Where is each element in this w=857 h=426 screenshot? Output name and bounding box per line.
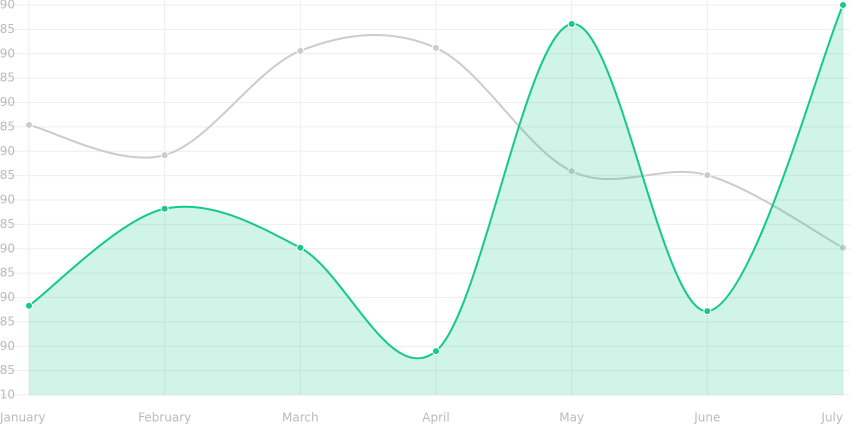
y-tick-label: 90 xyxy=(0,0,15,12)
x-tick-label: July xyxy=(820,411,843,425)
y-tick-label: 10 xyxy=(0,388,15,402)
point xyxy=(25,120,33,129)
point xyxy=(703,171,712,180)
y-tick-label: 85 xyxy=(0,119,15,133)
series-area xyxy=(29,5,843,395)
y-tick-label: 85 xyxy=(0,217,15,231)
point xyxy=(432,347,440,356)
y-tick-label: 90 xyxy=(0,193,15,207)
y-tick-label: 90 xyxy=(0,290,15,304)
series-line xyxy=(28,4,844,360)
x-tick-label: February xyxy=(138,411,191,425)
point xyxy=(25,301,33,310)
y-tick-label: 85 xyxy=(0,363,15,377)
point xyxy=(839,1,847,9)
point xyxy=(703,307,712,316)
point xyxy=(296,46,305,55)
point xyxy=(160,204,169,213)
point xyxy=(160,151,169,160)
y-tick-label: 90 xyxy=(0,241,15,255)
point xyxy=(296,243,305,252)
y-tick-label: 90 xyxy=(0,144,15,158)
x-tick-label: March xyxy=(282,411,319,425)
y-tick-label: 90 xyxy=(0,95,15,109)
y-tick-label: 90 xyxy=(0,339,15,353)
y-tick-label: 85 xyxy=(0,314,15,328)
y-tick-label: 85 xyxy=(0,22,15,36)
y-tick-label: 85 xyxy=(0,168,15,182)
x-tick-label: June xyxy=(693,411,720,425)
point xyxy=(839,243,847,252)
y-tick-label: 85 xyxy=(0,71,15,85)
y-tick-label: 90 xyxy=(0,46,15,60)
x-tick-label: January xyxy=(0,411,46,425)
y-tick-label: 85 xyxy=(0,266,15,280)
point xyxy=(567,167,576,176)
point xyxy=(432,43,440,52)
x-tick-label: April xyxy=(422,411,449,425)
point xyxy=(567,20,576,29)
x-tick-label: May xyxy=(559,411,584,425)
